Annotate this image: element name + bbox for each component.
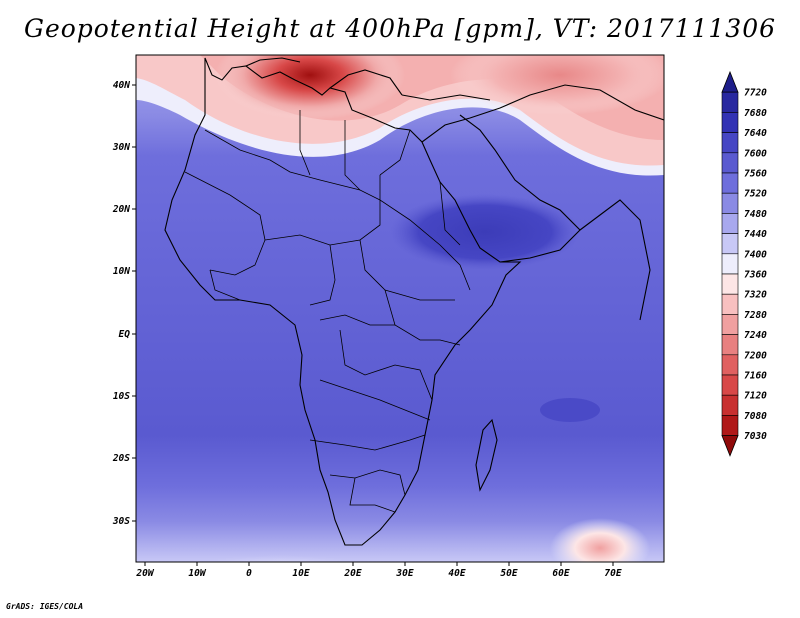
map-title: Geopotential Height at 400hPa [gpm], VT:…: [23, 14, 777, 43]
lon-label: 40E: [448, 568, 465, 579]
colorbar-band: [721, 394, 739, 416]
lon-label: 20E: [343, 568, 361, 579]
colorbar-band: [721, 213, 739, 234]
lat-label: 40N: [113, 80, 130, 91]
coastlines: [164, 57, 664, 546]
colorbar-label: 7440: [744, 229, 767, 240]
colorbar-label: 7520: [744, 189, 767, 200]
colorbar-band: [721, 354, 739, 376]
lon-label: 20W: [135, 568, 154, 579]
colorbar-label: 7280: [744, 310, 767, 321]
colorbar-bottom-arrow: [721, 435, 739, 457]
colorbar-label: 7360: [744, 270, 767, 281]
colorbar-label: 7680: [744, 108, 767, 119]
colorbar-top-arrow: [721, 70, 739, 93]
colorbar-label: 7320: [744, 290, 767, 301]
lat-label: 10N: [113, 266, 130, 277]
credit-text: GrADS: IGES/COLA: [6, 602, 84, 611]
lat-label: 10S: [113, 391, 130, 402]
colorbar-band: [721, 172, 739, 194]
colorbar-band: [721, 374, 739, 396]
colorbar-label: 7120: [744, 391, 767, 402]
colorbar-label: 7480: [744, 209, 767, 220]
longitude-labels: 20W 10W 0 10E 20E 30E 40E 50E 60E 70E: [135, 568, 621, 579]
lat-label: 20N: [112, 204, 130, 215]
height-field: [136, 55, 664, 562]
lon-label: 50E: [500, 568, 517, 579]
colorbar-band: [721, 334, 739, 356]
colorbar-label: 7600: [744, 148, 767, 159]
colorbar-band: [721, 273, 739, 295]
colorbar-label: 7640: [744, 128, 767, 139]
colorbar: 7720 7680 7640 7600 7560 7520 7480 7440 7400 7360…: [721, 70, 767, 457]
colorbar-band: [721, 152, 739, 174]
lon-label: 30E: [395, 568, 413, 579]
lat-label: 30N: [112, 142, 130, 153]
lon-label: 10W: [188, 568, 206, 579]
latitude-labels: 40N 30N 20N 10N EQ 10S 20S 30S: [112, 80, 130, 527]
axis-ticks: [132, 84, 614, 566]
colorbar-band: [721, 91, 739, 113]
colorbar-label: 7200: [744, 350, 767, 361]
colorbar-label: 7160: [744, 371, 767, 382]
colorbar-band: [721, 233, 739, 255]
lon-label: 0: [246, 568, 252, 579]
colorbar-band: [721, 132, 739, 154]
colorbar-band: [721, 293, 739, 315]
lat-label: EQ: [119, 329, 131, 340]
lon-label: 10E: [292, 568, 309, 579]
colorbar-band: [721, 253, 739, 275]
colorbar-band: [721, 415, 739, 436]
plot-frame: [135, 54, 665, 563]
lon-label: 60E: [552, 568, 569, 579]
lat-label: 20S: [112, 453, 130, 464]
colorbar-band: [721, 314, 739, 335]
lon-label: 70E: [604, 568, 621, 579]
colorbar-label: 7030: [744, 431, 767, 442]
colorbar-band: [721, 192, 739, 214]
country-borders: [184, 110, 471, 513]
colorbar-label: 7560: [744, 169, 767, 180]
colorbar-label: 7720: [744, 88, 767, 99]
colorbar-label: 7400: [744, 249, 767, 260]
colorbar-band: [721, 112, 739, 133]
lat-label: 30S: [112, 516, 130, 527]
colorbar-label: 7240: [744, 330, 767, 341]
colorbar-label: 7080: [744, 411, 767, 422]
